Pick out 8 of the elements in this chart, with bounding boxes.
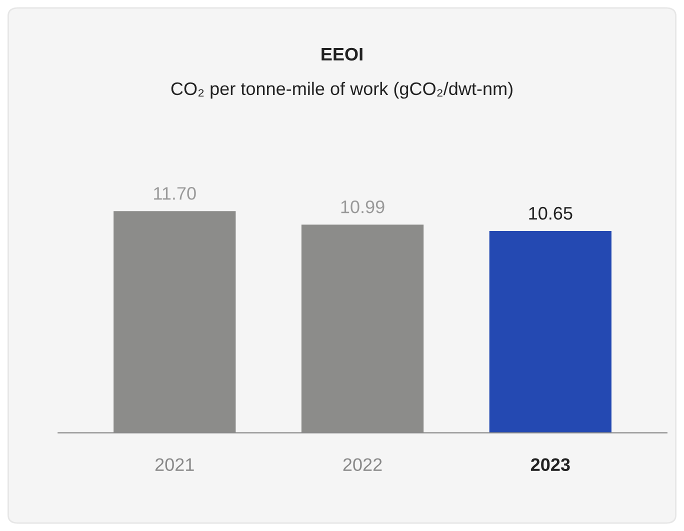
x-tick-label: 2021: [155, 458, 194, 472]
chart-title: EEOI: [322, 48, 362, 61]
data-label: 11.70: [154, 187, 196, 200]
x-tick-label: 2023: [530, 458, 570, 472]
data-label: 10.99: [341, 200, 384, 214]
data-label: 10.65: [529, 206, 572, 220]
chart-subtitle: CO₂ per tonne-mile of work (gCO₂/dwt-nm): [171, 82, 512, 99]
x-tick-label: 2022: [343, 458, 382, 472]
